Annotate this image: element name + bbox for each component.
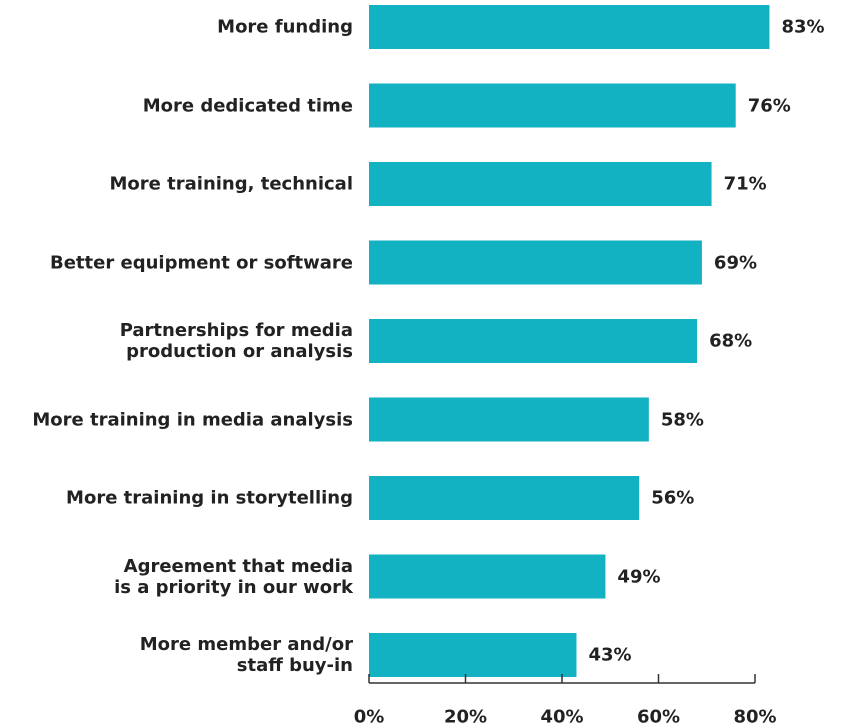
bar [369,476,640,520]
bar [369,319,698,363]
category-label: More training in storytelling [66,487,353,509]
category-label: Better equipment or software [50,252,353,273]
x-tick-label: 0% [353,706,385,728]
x-tick-label: 20% [443,706,488,728]
value-label: 43% [588,644,632,666]
bar [369,83,736,128]
value-label: 83% [781,16,825,38]
bar [369,5,770,49]
value-label: 56% [651,487,695,509]
bar [369,554,606,599]
category-label: More training in media analysis [32,409,353,430]
x-tick-label: 40% [540,706,584,728]
bar [369,397,649,442]
value-label: 76% [747,95,791,116]
category-label: More funding [217,16,353,38]
category-label: More member and/or staff buy-in [139,634,353,676]
category-label: Agreement that media is a priority in ou… [114,555,353,598]
category-label: More training, technical [109,173,353,195]
x-tick-label: 80% [733,706,777,728]
value-label: 69% [713,252,758,273]
bar [369,633,577,677]
value-label: 49% [617,566,661,587]
value-label: 71% [723,173,767,195]
value-label: 58% [660,409,704,430]
x-tick-label: 60% [636,706,681,728]
bar [369,240,702,285]
value-label: 68% [709,330,753,352]
category-label: More dedicated time [142,95,353,116]
category-label: Partnerships for media production or ana… [119,320,353,362]
bar [369,162,712,206]
